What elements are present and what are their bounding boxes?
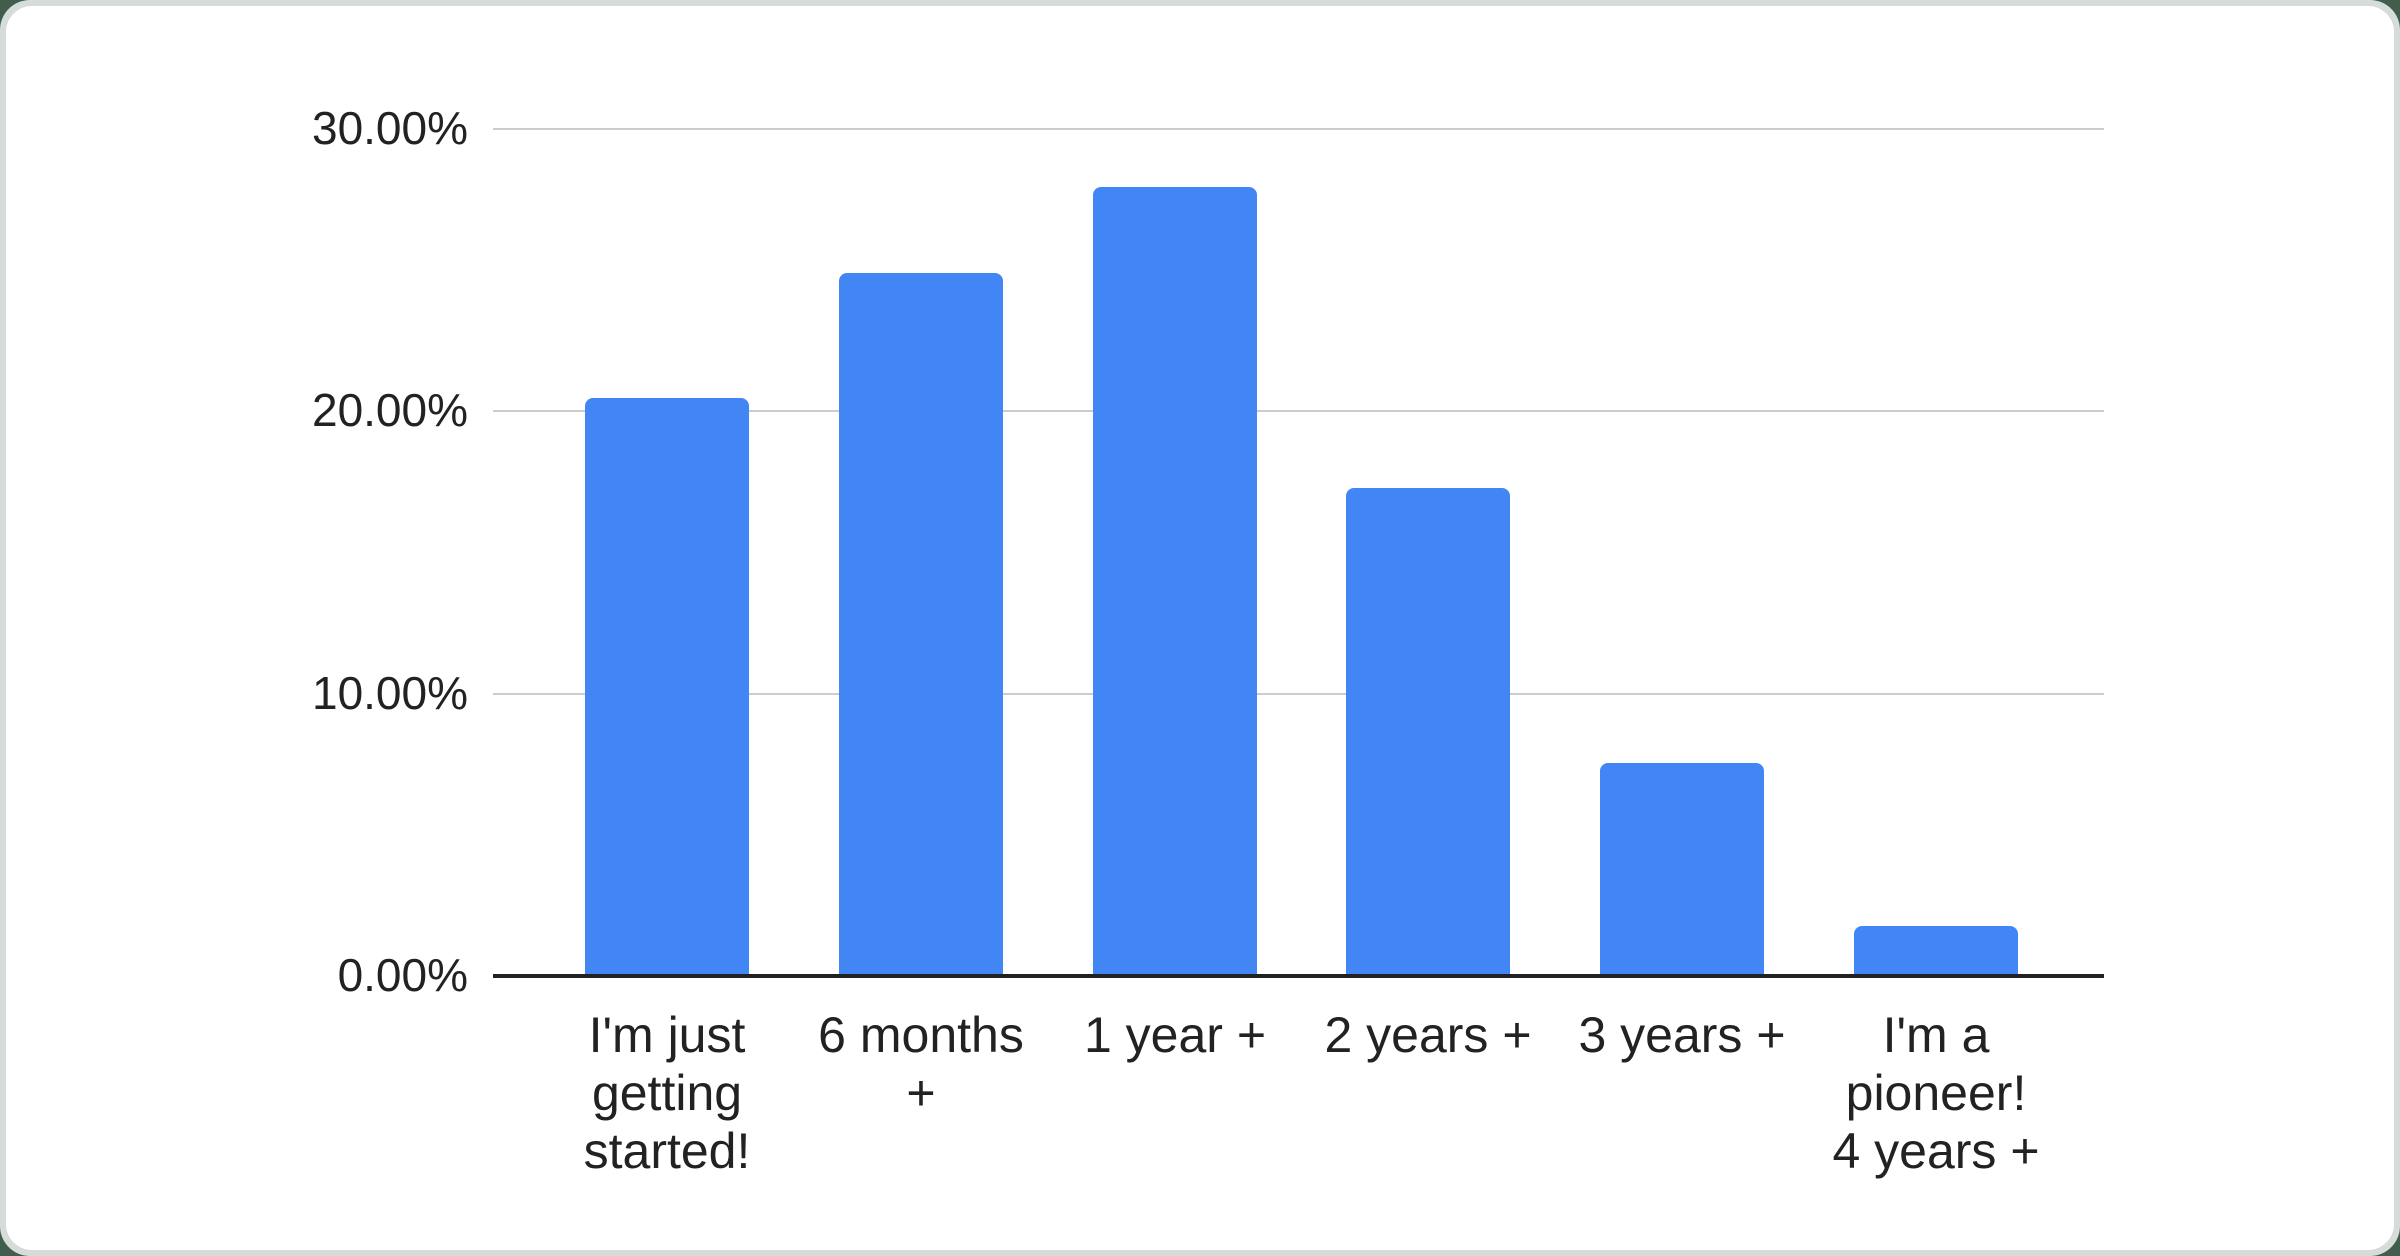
gridline-30-percent [493,128,2104,130]
gridline-20-percent [493,410,2104,412]
x-tick-label-im-a-pioneer-4-years-plus: I'm a pioneer! 4 years + [1809,1006,2063,1180]
x-tick-line: 1 year + [1083,1007,1267,1063]
x-tick-line: getting [591,1065,743,1121]
x-tick-line: I'm just [588,1007,746,1063]
bar-im-a-pioneer-4-years-plus[interactable] [1854,925,2018,975]
x-tick-line: I'm a [1882,1007,1990,1063]
x-tick-line: pioneer! [1845,1065,2027,1121]
bar-6-months-plus[interactable] [839,273,1003,975]
x-tick-line: started! [583,1123,751,1179]
x-tick-label-2-years-plus: 2 years + [1301,1006,1555,1064]
plot-area [493,128,2104,978]
y-tick-label-30: 30.00% [311,102,468,154]
bar-1-year-plus[interactable] [1093,187,1257,975]
y-tick-label-20: 20.00% [311,384,468,436]
bar-3-years-plus[interactable] [1600,763,1764,975]
y-tick-label-10: 10.00% [311,667,468,719]
x-tick-label-6-months-plus: 6 months + [794,1006,1048,1122]
bar-im-just-getting-started[interactable] [585,397,749,975]
x-tick-line: 3 years + [1578,1007,1786,1063]
x-tick-line: 4 years + [1832,1123,2040,1179]
x-tick-line: + [906,1065,936,1121]
x-tick-label-3-years-plus: 3 years + [1555,1006,1809,1064]
gridline-10-percent [493,693,2104,695]
y-tick-label-0: 0.00% [337,949,468,1001]
chart-card: 30.00% 20.00% 10.00% 0.00% I'm just gett… [6,6,2394,1250]
x-tick-label-1-year-plus: 1 year + [1048,1006,1302,1064]
x-axis-line [493,974,2104,978]
x-tick-label-im-just-getting-started: I'm just getting started! [540,1006,794,1180]
x-tick-line: 2 years + [1324,1007,1532,1063]
x-tick-line: 6 months [818,1007,1024,1063]
bar-2-years-plus[interactable] [1346,487,1510,975]
